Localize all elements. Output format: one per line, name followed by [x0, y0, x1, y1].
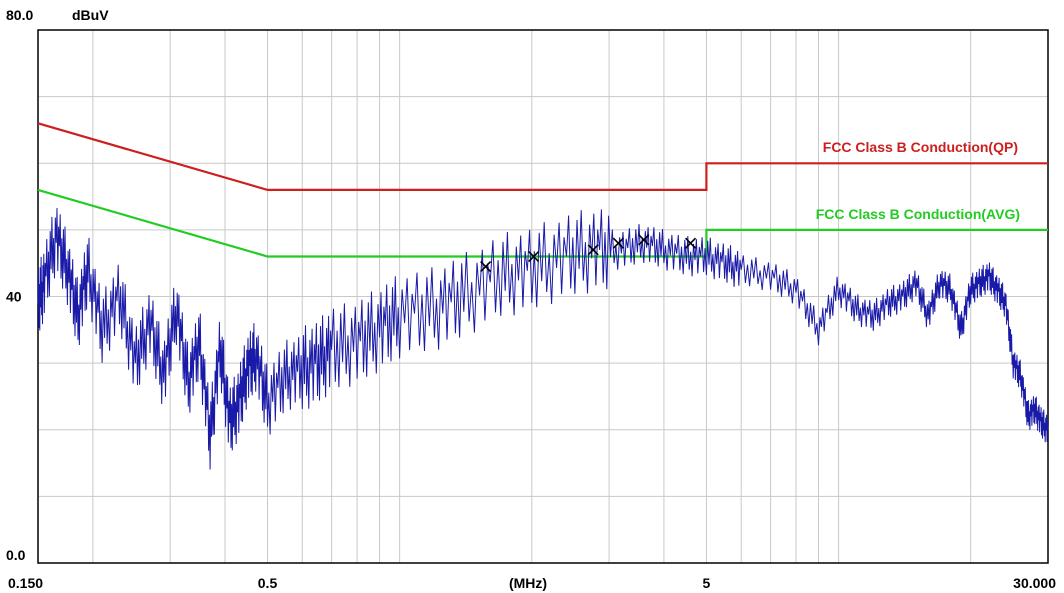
peak-marker	[480, 260, 492, 273]
qp-limit-line	[37, 122, 1048, 191]
peak-marker	[612, 237, 624, 249]
y-tick-label: 0.0	[6, 547, 26, 563]
y-unit-label: dBuV	[72, 7, 109, 23]
marker-layer	[480, 234, 697, 273]
peak-marker	[684, 237, 697, 249]
series-layer	[37, 122, 1049, 470]
y-top-label: 80.0	[6, 7, 33, 23]
legend-avg: FCC Class B Conduction(AVG)	[816, 206, 1020, 222]
x-tick-label: 30.000	[1013, 575, 1056, 591]
y-tick-label: 40	[6, 289, 22, 305]
legend-qp: FCC Class B Conduction(QP)	[823, 139, 1018, 155]
x-tick-label: 0.5	[258, 575, 278, 591]
y-tick-labels: 400.0	[6, 289, 26, 564]
peak-marker	[587, 244, 599, 256]
x-tick-label: 5	[703, 575, 711, 591]
avg-limit-line	[37, 188, 1048, 258]
measurement-trace	[37, 207, 1049, 470]
x-tick-labels: 0.150 0.5 5 30.000	[8, 575, 1056, 591]
peak-marker	[528, 250, 540, 263]
peak-marker	[638, 234, 650, 246]
x-tick-label: 0.150	[8, 575, 43, 591]
x-unit-label: (MHz)	[509, 575, 547, 591]
